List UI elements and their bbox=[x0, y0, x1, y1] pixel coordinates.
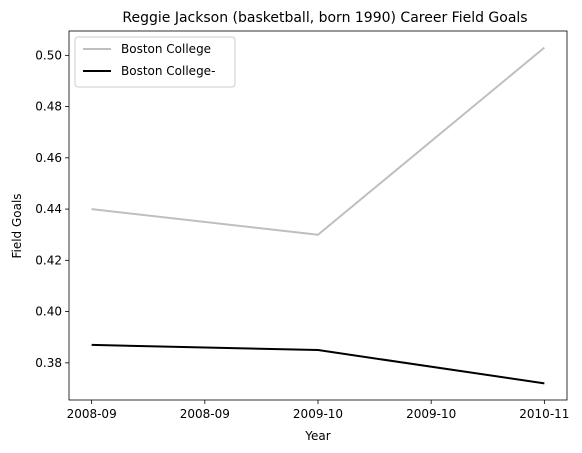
y-tick-label: 0.50 bbox=[35, 48, 62, 62]
y-tick-label: 0.48 bbox=[35, 100, 62, 114]
x-tick-label: 2009-10 bbox=[406, 407, 456, 421]
y-tick-label: 0.42 bbox=[35, 253, 62, 267]
series-layer bbox=[91, 46, 546, 385]
y-tick-label: 0.46 bbox=[35, 151, 62, 165]
series-line bbox=[91, 343, 545, 385]
y-tick-label: 0.44 bbox=[35, 202, 62, 216]
legend-label: Boston College- bbox=[121, 64, 215, 78]
y-axis-label: Field Goals bbox=[10, 193, 24, 258]
x-tick-label: 2010-11 bbox=[519, 407, 569, 421]
y-axis: 0.38 0.40 0.42 0.44 0.46 0.48 0.50 bbox=[35, 48, 69, 370]
series-line bbox=[91, 46, 546, 236]
axes-frame bbox=[68, 30, 568, 401]
x-axis-label: Year bbox=[304, 429, 330, 443]
x-tick-label: 2008-09 bbox=[180, 407, 230, 421]
legend-label: Boston College bbox=[121, 42, 211, 56]
legend-box bbox=[74, 36, 236, 88]
x-tick-label: 2009-10 bbox=[293, 407, 343, 421]
x-axis: 2008-092008-092009-102009-102010-112010-… bbox=[67, 400, 569, 421]
chart-title: Reggie Jackson (basketball, born 1990) C… bbox=[122, 10, 527, 26]
axes-border bbox=[68, 30, 568, 401]
y-tick-label: 0.38 bbox=[35, 356, 62, 370]
legend: Boston College Boston College- bbox=[74, 36, 236, 88]
y-tick-label: 0.40 bbox=[35, 305, 62, 319]
x-tick-label: 2008-09 bbox=[67, 407, 117, 421]
